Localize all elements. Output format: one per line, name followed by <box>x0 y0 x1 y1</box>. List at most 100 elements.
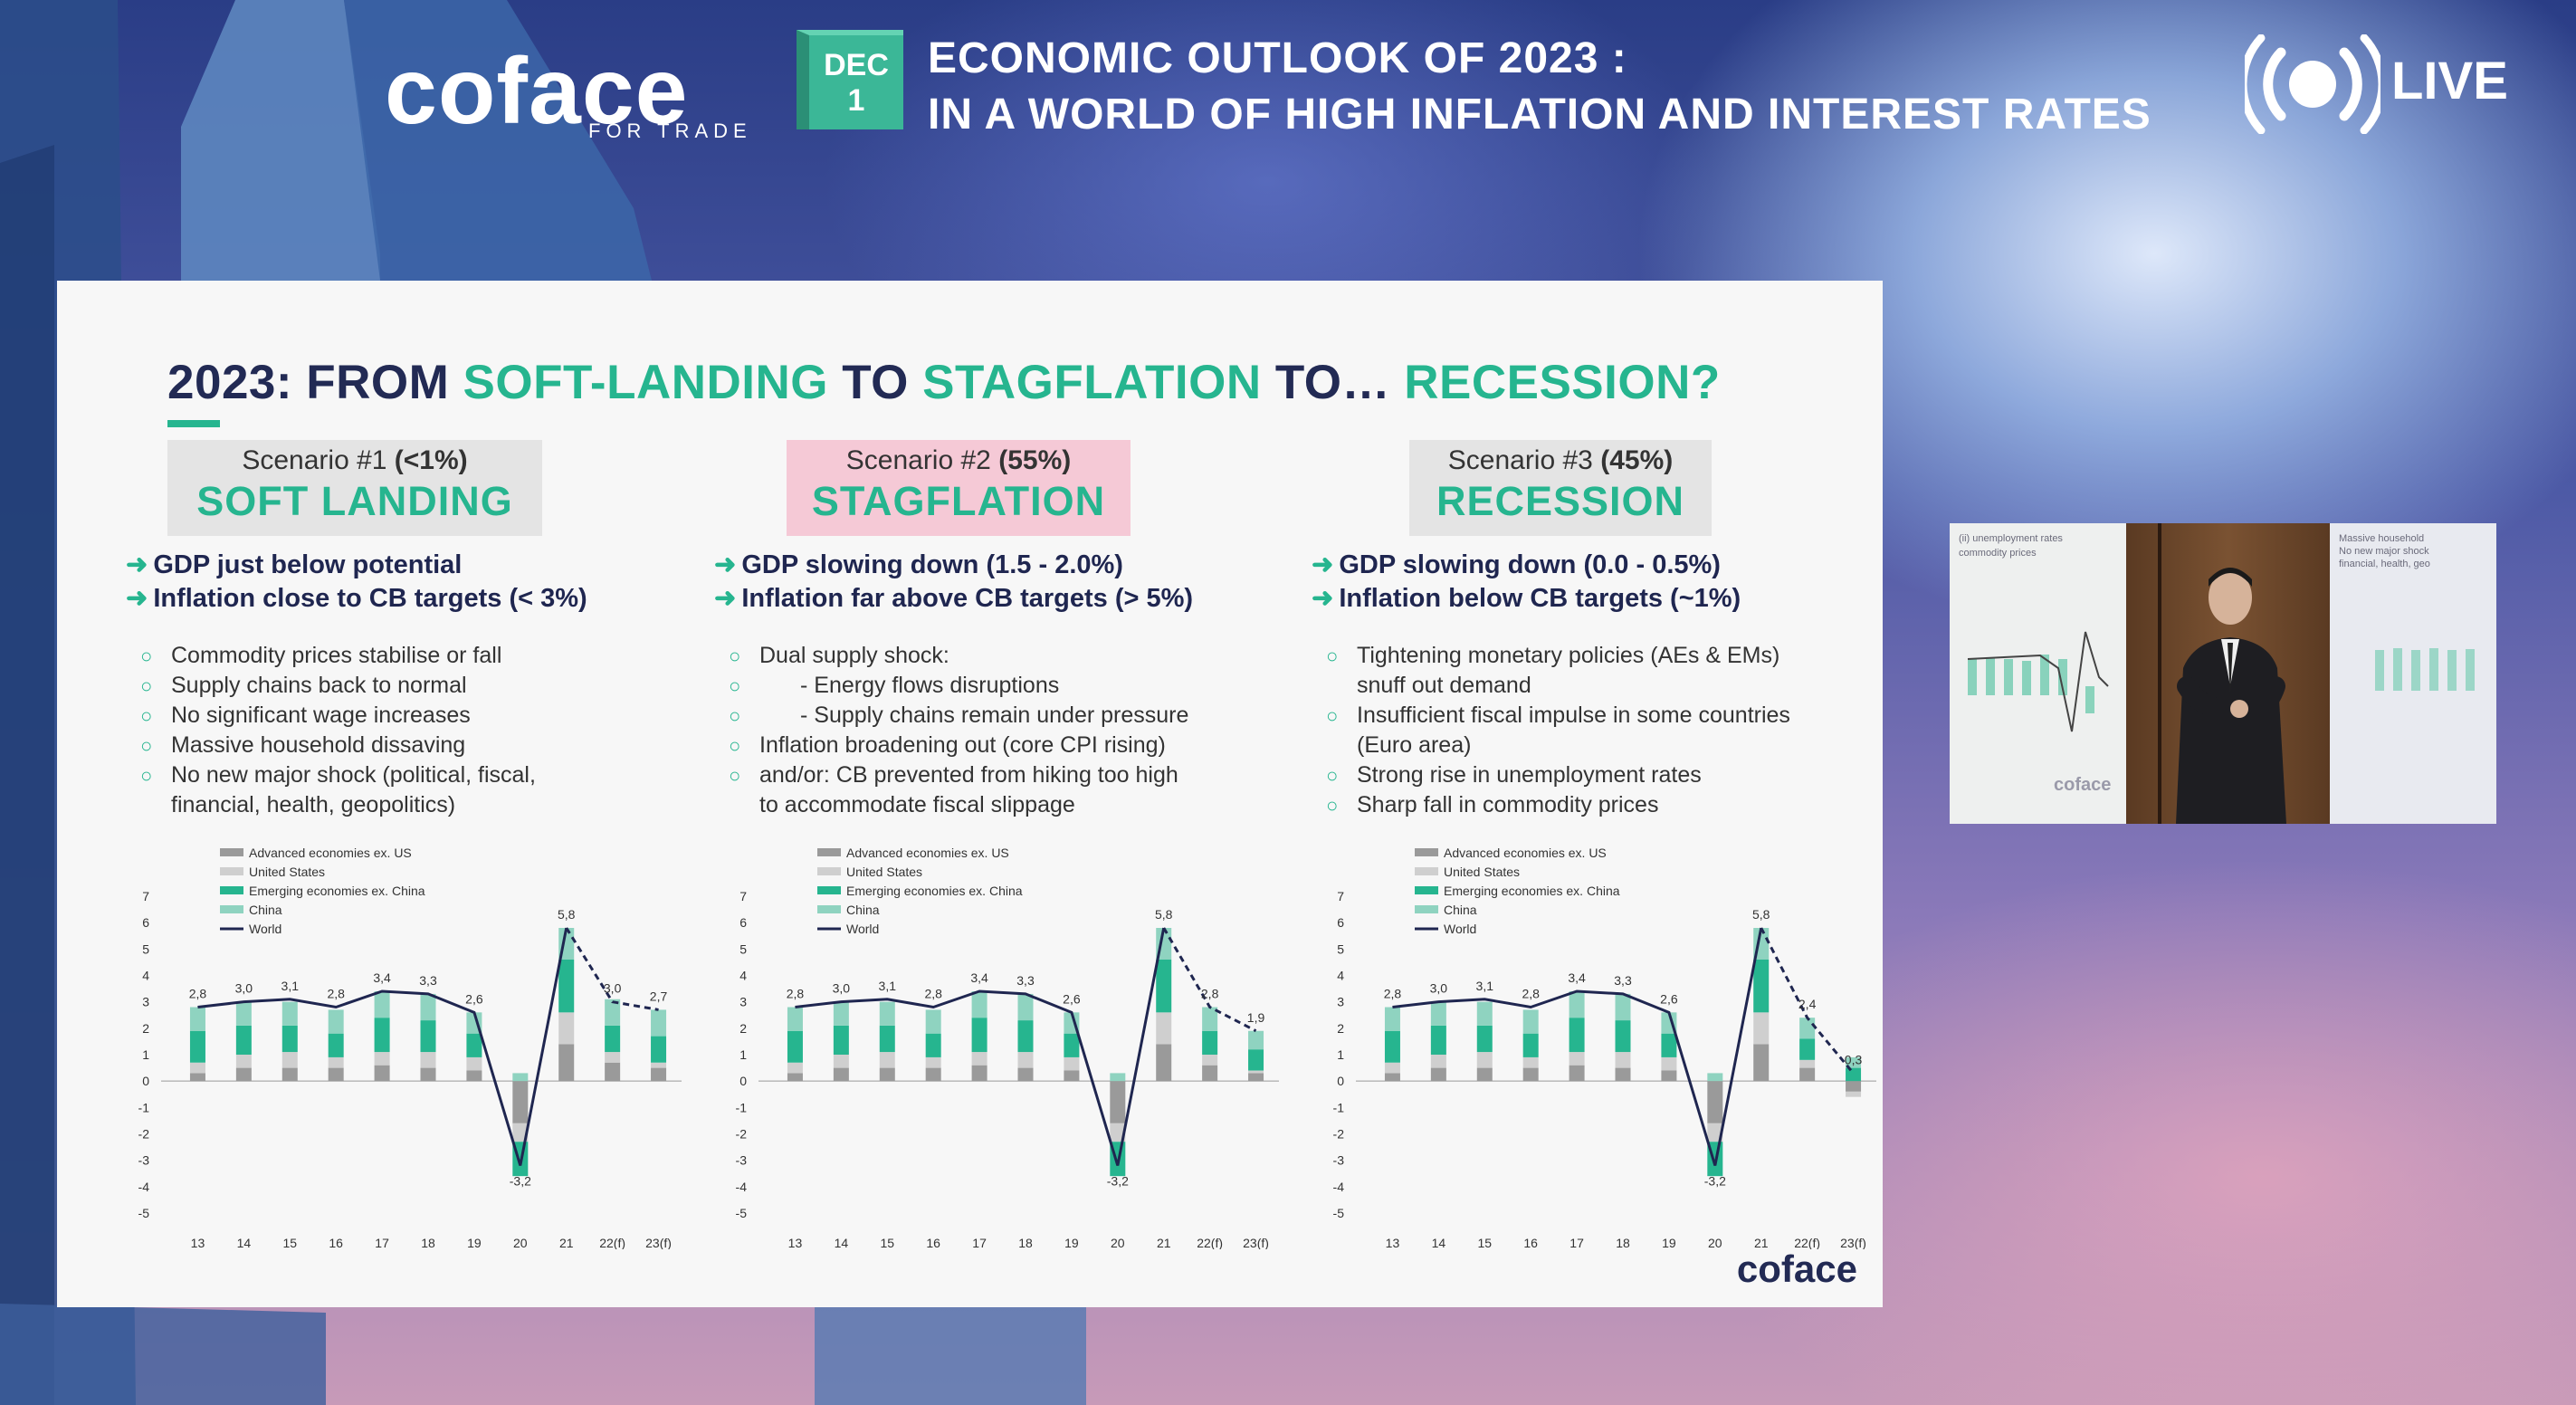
bullet-text: No new major shock (political, fiscal, <box>171 762 536 788</box>
data-label: 1,9 <box>1247 1010 1265 1025</box>
x-tick-label: 14 <box>835 1236 849 1249</box>
speaker-video-inset[interactable]: (ii) unemployment rates commodity prices… <box>1950 523 2496 824</box>
y-tick-label: 0 <box>1337 1074 1344 1088</box>
bar-segment <box>189 1073 205 1082</box>
y-tick-label: 0 <box>739 1074 747 1088</box>
key-point-text: Inflation far above CB targets (> 5%) <box>741 584 1194 613</box>
bar-segment <box>879 1025 895 1053</box>
legend-label: World <box>1444 922 1476 936</box>
bar-segment <box>1661 1033 1677 1057</box>
scenario-column-1: ➜ GDP just below potential ➜ Inflation clos… <box>126 549 669 820</box>
bar-segment <box>1615 1020 1631 1053</box>
bar-segment <box>189 1062 205 1074</box>
bar-segment <box>1799 1018 1816 1039</box>
bar-segment <box>787 1062 803 1074</box>
circle-bullet-icon: ○ <box>140 764 153 787</box>
data-label: 3,4 <box>373 970 391 985</box>
bullet-text: financial, health, geopolitics) <box>171 792 456 817</box>
key-point: ➜ GDP slowing down (0.0 - 0.5%) <box>1312 549 1873 582</box>
event-title-line1: ECONOMIC OUTLOOK OF 2023 : <box>928 34 1627 82</box>
bar-segment <box>1799 1059 1816 1068</box>
bar-segment <box>1202 1065 1218 1082</box>
scenario-number: Scenario #2 <box>845 445 999 475</box>
bullet-list: ○ Commodity prices stabilise or fall ○ Supp… <box>126 641 669 820</box>
event-title: ECONOMIC OUTLOOK OF 2023 : IN A WORLD OF… <box>928 31 2151 143</box>
bar-segment <box>971 1018 987 1053</box>
x-tick-label: 16 <box>1523 1236 1538 1249</box>
bullet-item: ○ Strong rise in unemployment rates <box>1312 760 1873 790</box>
key-point-text: Inflation close to CB targets (< 3%) <box>153 584 587 613</box>
bar-segment <box>420 1052 436 1068</box>
screen-text: No new major shock <box>2339 546 2429 557</box>
data-label: 3,4 <box>970 970 988 985</box>
x-tick-label: 13 <box>788 1236 803 1249</box>
circle-bullet-icon: ○ <box>729 645 741 667</box>
y-tick-label: 5 <box>739 941 747 956</box>
bullet-item: ○ Insufficient fiscal impulse in some cou… <box>1312 701 1873 731</box>
data-label: 2,8 <box>189 987 207 1001</box>
bullet-item: (Euro area) <box>1312 731 1873 760</box>
bar-segment <box>1707 1123 1723 1142</box>
x-tick-label: 16 <box>926 1236 940 1249</box>
y-tick-label: 4 <box>142 969 149 983</box>
data-label: 3,1 <box>281 979 300 993</box>
data-label: 3,0 <box>604 981 622 996</box>
bar-segment <box>558 1012 575 1045</box>
bullet-text: (Euro area) <box>1357 732 1472 758</box>
bar-segment <box>833 1001 849 1026</box>
legend-swatch <box>817 886 841 894</box>
bar-segment <box>1430 1001 1446 1026</box>
bar-segment <box>1156 1012 1172 1045</box>
x-tick-label: 23(f) <box>1243 1236 1269 1249</box>
x-tick-label: 13 <box>1386 1236 1400 1249</box>
y-tick-label: -5 <box>1333 1206 1345 1220</box>
bar-segment <box>1017 993 1034 1021</box>
circle-bullet-icon: ○ <box>729 704 741 727</box>
title-part: TO… <box>1261 356 1405 409</box>
bar-segment <box>651 1036 667 1063</box>
bar-segment <box>1799 1038 1816 1060</box>
bar-segment <box>374 1018 390 1053</box>
bar-segment <box>1156 1044 1172 1082</box>
circle-bullet-icon: ○ <box>140 734 153 757</box>
bar-segment <box>1799 1067 1816 1082</box>
title-part-highlight: STAGFLATION <box>922 356 1262 409</box>
bar-segment <box>281 1067 298 1082</box>
data-label: 2,8 <box>1201 987 1219 1001</box>
projected-screen-right: Massive household No new major shock fin… <box>2330 523 2496 824</box>
bar-segment <box>420 1067 436 1082</box>
bar-segment <box>1615 1067 1631 1082</box>
x-tick-label: 18 <box>1616 1236 1630 1249</box>
title-part: TO <box>828 356 923 409</box>
y-tick-label: 7 <box>142 889 149 903</box>
bar-segment <box>605 1062 621 1082</box>
bullet-item: ○ Tightening monetary policies (AEs & EMs… <box>1312 641 1873 671</box>
bar-segment <box>235 1055 252 1068</box>
y-tick-label: 4 <box>1337 969 1344 983</box>
bullet-list: ○ Tightening monetary policies (AEs & EMs… <box>1312 641 1873 820</box>
x-tick-label: 17 <box>972 1236 987 1249</box>
bar-segment <box>1248 1049 1264 1071</box>
circle-bullet-icon: ○ <box>140 645 153 667</box>
bar-segment <box>1707 1081 1723 1123</box>
data-label: 3,0 <box>833 981 851 996</box>
bar-segment <box>925 1033 941 1057</box>
data-label: 2,6 <box>1660 991 1678 1006</box>
data-label: 2,6 <box>465 991 483 1006</box>
bar-segment <box>281 1025 298 1053</box>
legend-label: World <box>249 922 281 936</box>
bar-segment <box>1846 1056 1862 1068</box>
y-tick-label: 6 <box>739 915 747 930</box>
legend-label: United States <box>249 865 325 879</box>
bar-segment <box>1017 1020 1034 1053</box>
bullet-text: Sharp fall in commodity prices <box>1357 792 1659 817</box>
bar-segment <box>1753 1044 1770 1082</box>
bar-segment <box>1202 1030 1218 1055</box>
y-tick-label: -2 <box>1333 1127 1345 1142</box>
bar-segment <box>1522 1009 1539 1034</box>
screen-text: (ii) unemployment rates <box>1959 533 2063 544</box>
scenario-label: Scenario #2 (55%) <box>787 445 1131 476</box>
bar-segment <box>1430 1055 1446 1068</box>
legend-swatch <box>1415 886 1438 894</box>
